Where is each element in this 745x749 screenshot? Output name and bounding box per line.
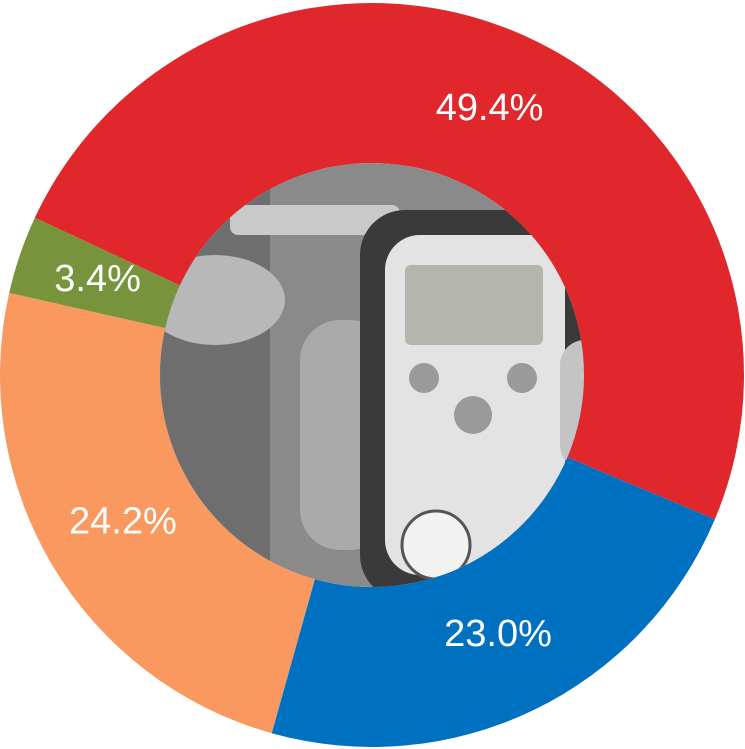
data-label: 24.2% (69, 501, 177, 543)
data-label: 49.4% (436, 87, 544, 129)
center-photo (160, 163, 584, 587)
data-labels: 49.4% 23.0% 24.2% 3.4% (54, 87, 552, 655)
donut-slice (9, 217, 180, 329)
donut-slice (271, 457, 715, 748)
data-label: 3.4% (54, 258, 141, 300)
donut-slice (0, 292, 315, 734)
data-label: 23.0% (444, 613, 552, 655)
donut-slice (34, 2, 745, 520)
